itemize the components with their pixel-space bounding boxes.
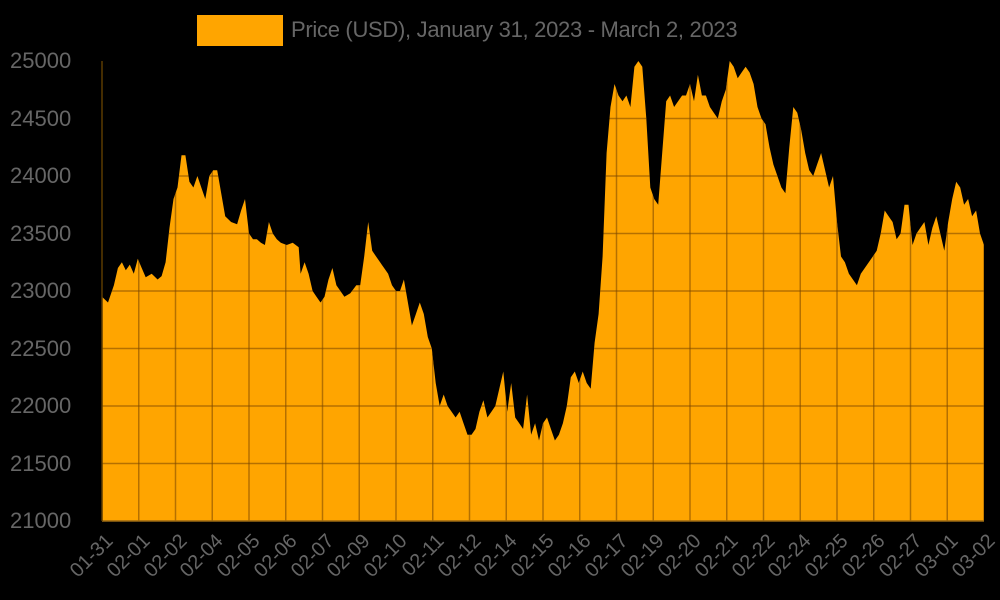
y-tick-label: 24000	[10, 163, 72, 188]
y-tick-label: 23500	[10, 220, 72, 246]
y-tick-label: 21000	[10, 508, 72, 533]
y-tick-label: 24500	[10, 105, 72, 131]
y-tick-label: 22500	[10, 335, 72, 361]
legend: Price (USD), January 31, 2023 - March 2,…	[197, 14, 738, 46]
y-tick-label: 23000	[10, 278, 72, 303]
legend-label: Price (USD), January 31, 2023 - March 2,…	[291, 17, 738, 42]
y-tick-label: 21500	[10, 450, 72, 476]
y-tick-label: 25000	[10, 48, 72, 73]
legend-swatch	[197, 14, 283, 46]
y-tick-label: 22000	[10, 393, 72, 418]
